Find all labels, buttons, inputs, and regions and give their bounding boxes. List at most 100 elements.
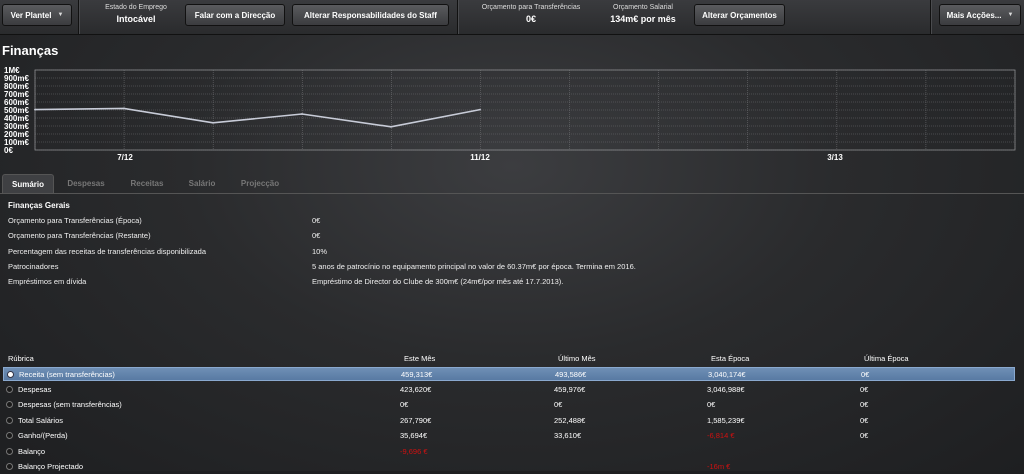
table-cell: 3,040,174€ (708, 370, 746, 379)
table-row[interactable]: Despesas 423,620€ 459,976€ 3,046,988€ 0€ (3, 383, 1015, 397)
talk-to-board-button[interactable]: Falar com a Direcção (185, 4, 285, 26)
table-row[interactable]: Receita (sem transferências) 459,313€ 493,… (3, 367, 1015, 381)
y-tick-label: 0€ (4, 146, 13, 155)
y-tick-label: 600m€ (4, 98, 29, 107)
data-point (301, 113, 303, 115)
main-panel (0, 35, 1024, 471)
alter-budgets-button[interactable]: Alterar Orçamentos (694, 4, 785, 26)
radio-button[interactable] (7, 371, 14, 378)
table-cell: 1,585,239€ (707, 415, 745, 425)
y-tick-label: 200m€ (4, 130, 29, 139)
x-tick-label: 11/12 (470, 153, 490, 162)
column-header[interactable]: Rúbrica (8, 354, 34, 363)
tab-receitas[interactable]: Receitas (130, 179, 164, 188)
x-tick-label: 7/12 (117, 153, 133, 162)
toolbar-divider (78, 0, 80, 34)
y-tick-label: 700m€ (4, 90, 29, 99)
row-label: Despesas (sem transferências) (18, 400, 122, 409)
row-label: Total Salários (18, 415, 64, 425)
ver-plantel-label: Ver Plantel (10, 10, 52, 20)
column-header[interactable]: Esta Época (711, 354, 750, 363)
top-toolbar: Ver Plantel ▼ Estado do Emprego Intocáve… (0, 0, 1024, 35)
row-label: Despesas (18, 384, 52, 394)
radio-button[interactable] (6, 432, 13, 439)
info-label: Orçamento para Transferências (Restante) (8, 231, 151, 240)
table-cell: 33,610€ (554, 431, 582, 440)
table-cell: 459,313€ (401, 370, 433, 379)
info-label: Orçamento para Transferências (Época) (8, 216, 142, 225)
table-row[interactable]: Despesas (sem transferências) 0€ 0€ 0€ 0€ (3, 398, 1015, 412)
tab-sumario[interactable]: Sumário (2, 174, 54, 193)
info-value: 0€ (312, 231, 321, 240)
tab-projeccao[interactable]: Projecção (240, 179, 280, 188)
table-row[interactable]: Balanço Projectado -16m € (3, 460, 1015, 474)
info-value: 5 anos de patrocínio no equipamento prin… (312, 262, 636, 271)
info-label: Patrocinadores (8, 262, 59, 271)
y-tick-label: 800m€ (4, 82, 29, 91)
series-line (34, 107, 481, 128)
radio-button[interactable] (6, 401, 13, 408)
tab-salario[interactable]: Salário (188, 179, 216, 188)
toolbar-divider (930, 0, 932, 34)
info-label: Percentagem das receitas de transferênci… (8, 247, 207, 256)
data-point (479, 108, 481, 111)
info-value: 0€ (312, 216, 321, 225)
data-point (390, 125, 392, 128)
column-header[interactable]: Último Mês (558, 354, 596, 363)
y-tick-label: 400m€ (4, 114, 29, 123)
radio-button[interactable] (6, 463, 13, 470)
row-label: Ganho/(Perda) (18, 431, 68, 440)
column-header[interactable]: Este Mês (404, 354, 436, 363)
row-label: Balanço (18, 446, 46, 456)
toolbar-divider (457, 0, 459, 34)
table-cell: 0€ (400, 400, 409, 409)
table-cell: 423,620€ (400, 384, 432, 394)
wage-budget-value: 134m€ por mês (610, 14, 676, 24)
table-row[interactable]: Ganho/(Perda) 35,694€ 33,610€ -6,814 € 0€ (3, 429, 1015, 443)
table-cell: 252,488€ (554, 415, 586, 425)
table-row[interactable]: Balanço -9,696 € (3, 445, 1015, 459)
y-tick-label: 100m€ (4, 138, 29, 147)
radio-button[interactable] (6, 416, 13, 424)
column-header[interactable]: Última Época (864, 354, 909, 363)
y-tick-label: 500m€ (4, 106, 29, 115)
finance-line-chart: 1M€900m€800m€700m€600m€500m€400m€300m€20… (4, 66, 1016, 162)
alter-staff-responsibilities-button[interactable]: Alterar Responsabilidades do Staff (292, 4, 449, 26)
ver-plantel-dropdown[interactable]: Ver Plantel ▼ (2, 4, 72, 26)
employment-status-label: Estado do Emprego (105, 4, 167, 11)
radio-button[interactable] (6, 447, 13, 455)
table-cell: -6,814 € (707, 431, 735, 440)
table-cell: 493,586€ (555, 370, 587, 379)
table-cell: 0€ (860, 431, 869, 440)
table-cell: 0€ (554, 400, 563, 409)
table-cell: 35,694€ (400, 431, 428, 440)
table-cell: 267,790€ (400, 415, 432, 425)
table-cell: 0€ (861, 370, 870, 379)
info-value: 10% (312, 247, 328, 256)
table-cell: 0€ (707, 400, 716, 409)
table-cell: 3,046,988€ (707, 384, 745, 394)
data-point (212, 121, 214, 124)
more-actions-dropdown[interactable]: Mais Acções... ▼ (939, 4, 1021, 26)
x-tick-label: 3/13 (827, 153, 843, 162)
tab-despesas[interactable]: Despesas (67, 179, 105, 188)
table-cell: -16m € (707, 462, 731, 471)
wage-budget-label: Orçamento Salarial (613, 4, 673, 11)
more-actions-label: Mais Acções... (946, 10, 1002, 20)
table-cell: 459,976€ (554, 384, 586, 394)
info-value: Empréstimo de Director do Clube de 300m€… (312, 277, 564, 286)
radio-button[interactable] (6, 385, 13, 393)
transfer-budget-label: Orçamento para Transferências (481, 4, 581, 11)
page-title: Finanças (2, 43, 59, 58)
section-title: Finanças Gerais (8, 201, 70, 210)
row-label: Balanço Projectado (18, 462, 84, 471)
row-label: Receita (sem transferências) (19, 370, 115, 379)
table-cell: 0€ (860, 415, 869, 425)
table-cell: 0€ (860, 384, 869, 394)
table-cell: 0€ (860, 400, 869, 409)
chevron-down-icon: ▼ (57, 12, 64, 18)
chevron-down-icon: ▼ (1007, 12, 1014, 18)
employment-status-value: Intocável (116, 14, 156, 24)
table-row[interactable]: Total Salários 267,790€ 252,488€ 1,585,239€… (3, 414, 1015, 428)
info-label: Empréstimos em dívida (8, 277, 87, 286)
